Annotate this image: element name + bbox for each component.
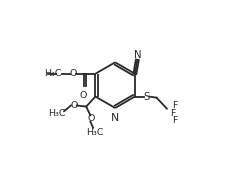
Text: H₃C: H₃C — [48, 109, 65, 118]
Text: O: O — [79, 91, 87, 100]
Text: F: F — [169, 109, 175, 118]
Text: O: O — [70, 101, 77, 110]
Text: F: F — [172, 101, 177, 110]
Text: H₃C: H₃C — [86, 128, 104, 137]
Text: F: F — [172, 116, 177, 125]
Text: O: O — [69, 69, 76, 78]
Text: N: N — [111, 113, 119, 123]
Text: N: N — [134, 50, 141, 60]
Text: S: S — [143, 92, 150, 102]
Text: H₃C: H₃C — [44, 69, 62, 77]
Text: O: O — [87, 114, 94, 123]
